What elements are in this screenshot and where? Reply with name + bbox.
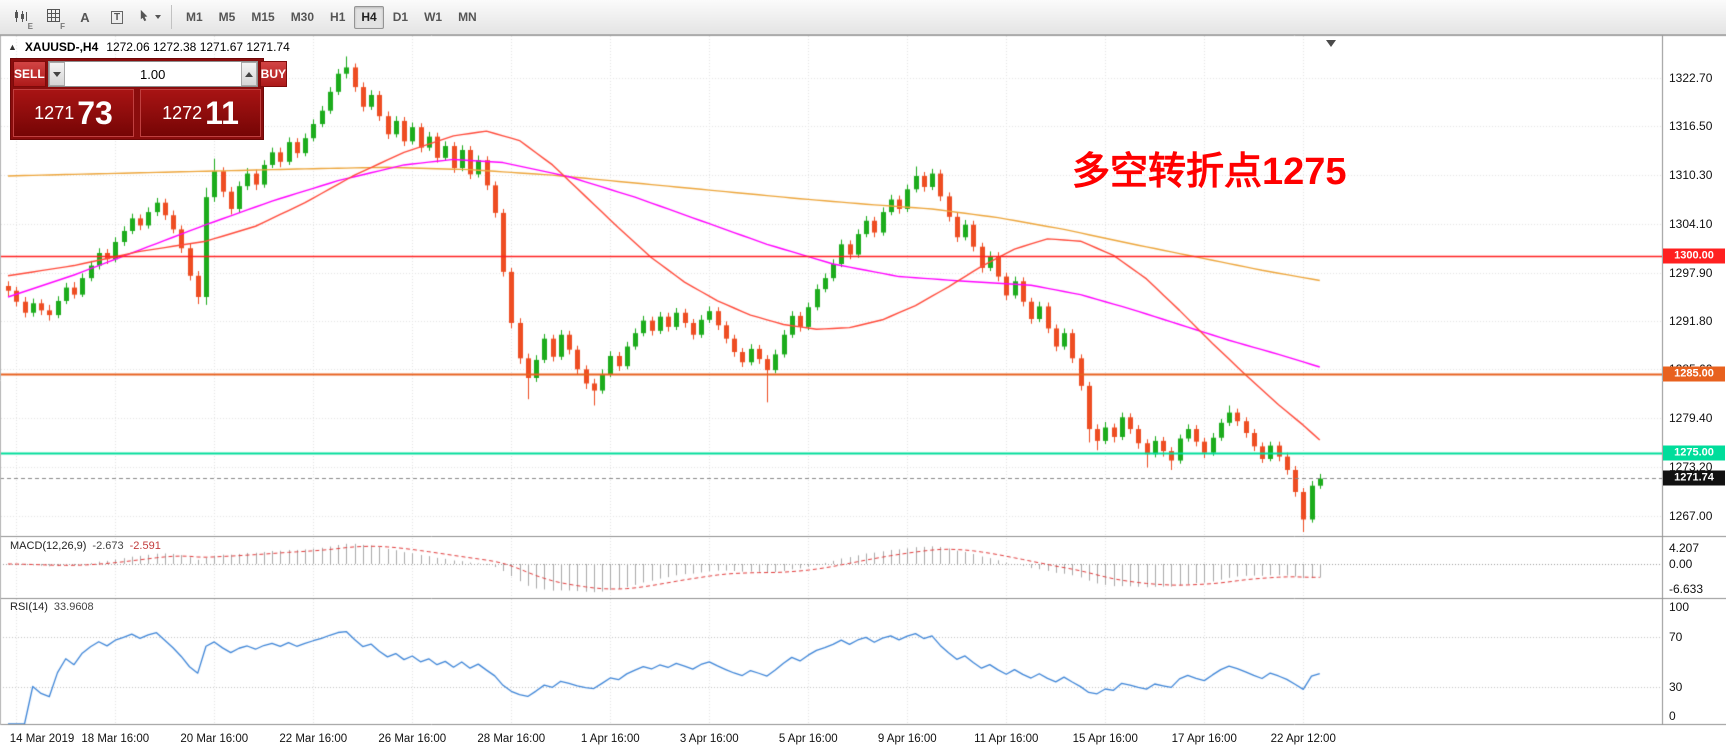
toolbar-separator: [171, 5, 172, 29]
top-toolbar: E F A T M1 M5 M15 M30 H1 H4 D1 W1 MN: [0, 0, 1726, 35]
buy-price-display[interactable]: 1272 11: [140, 89, 261, 137]
candlestick-chart-tool-button[interactable]: E: [6, 4, 36, 31]
ohlc-values: 1272.06 1272.38 1271.67 1271.74: [106, 40, 290, 54]
volume-control: [47, 61, 258, 87]
text-box-tool-icon: T: [110, 10, 124, 24]
buy-button[interactable]: BUY: [259, 61, 288, 87]
volume-input[interactable]: [64, 62, 241, 86]
up-arrow-icon: [244, 71, 253, 77]
chevron-down-icon: [154, 15, 161, 19]
macd-main-value: -2.673: [92, 540, 124, 552]
grid-tool-icon: [46, 8, 61, 26]
down-arrow-icon: [52, 71, 61, 77]
cursor-tool-button[interactable]: [134, 4, 164, 31]
timeframe-M15-button[interactable]: M15: [251, 10, 275, 24]
timeframe-M30-button[interactable]: M30: [290, 10, 315, 24]
sell-button[interactable]: SELL: [13, 61, 46, 87]
timeframe-MN-button[interactable]: MN: [458, 10, 477, 24]
sell-price-display[interactable]: 1271 73: [13, 89, 134, 137]
timeframe-M1-button[interactable]: M1: [186, 10, 203, 24]
timeframe-W1-button[interactable]: W1: [424, 10, 443, 24]
macd-name: MACD(12,26,9): [10, 540, 87, 552]
buy-price-pips: 11: [205, 95, 239, 131]
grid-tool-button[interactable]: F: [38, 4, 68, 31]
tool-sub-label: E: [27, 21, 33, 31]
font-tool-icon: A: [80, 9, 90, 25]
font-tool-button[interactable]: A: [70, 4, 100, 31]
symbol-period-label: XAUUSD-,H4: [24, 40, 99, 54]
rsi-name: RSI(14): [10, 601, 48, 613]
volume-decrease-button[interactable]: [48, 62, 65, 86]
timeframe-D1-button[interactable]: D1: [392, 10, 409, 24]
chart-shift-icon: [1326, 40, 1336, 47]
one-click-panel-toggle-icon[interactable]: ▲: [8, 42, 17, 52]
macd-indicator-label: MACD(12,26,9) -2.673 -2.591: [10, 540, 161, 552]
buy-price-main: 1272: [162, 102, 203, 123]
chart-header: ▲ XAUUSD-,H4 1272.06 1272.38 1271.67 127…: [8, 40, 290, 54]
chart-text-annotation: 多空转折点1275: [1072, 151, 1347, 193]
volume-increase-button[interactable]: [240, 62, 257, 86]
timeframe-group: M1 M5 M15 M30 H1 H4 D1 W1 MN: [179, 5, 484, 29]
text-box-tool-button[interactable]: T: [102, 4, 132, 31]
sell-price-pips: 73: [77, 95, 113, 131]
macd-signal-value: -2.591: [129, 540, 161, 552]
timeframe-H1-button[interactable]: H1: [330, 10, 346, 24]
one-click-trade-panel: SELL BUY 1271 73 1272 11: [10, 58, 288, 140]
sell-price-main: 1271: [34, 102, 75, 123]
timeframe-M5-button[interactable]: M5: [218, 10, 236, 24]
rsi-indicator-label: RSI(14) 33.9608: [10, 601, 94, 613]
candlestick-chart-tool-icon: [13, 8, 29, 27]
cursor-tool-icon: [138, 8, 153, 26]
tool-sub-label: F: [60, 21, 65, 31]
timeframe-H4-button[interactable]: H4: [354, 5, 384, 29]
rsi-value: 33.9608: [53, 601, 94, 613]
